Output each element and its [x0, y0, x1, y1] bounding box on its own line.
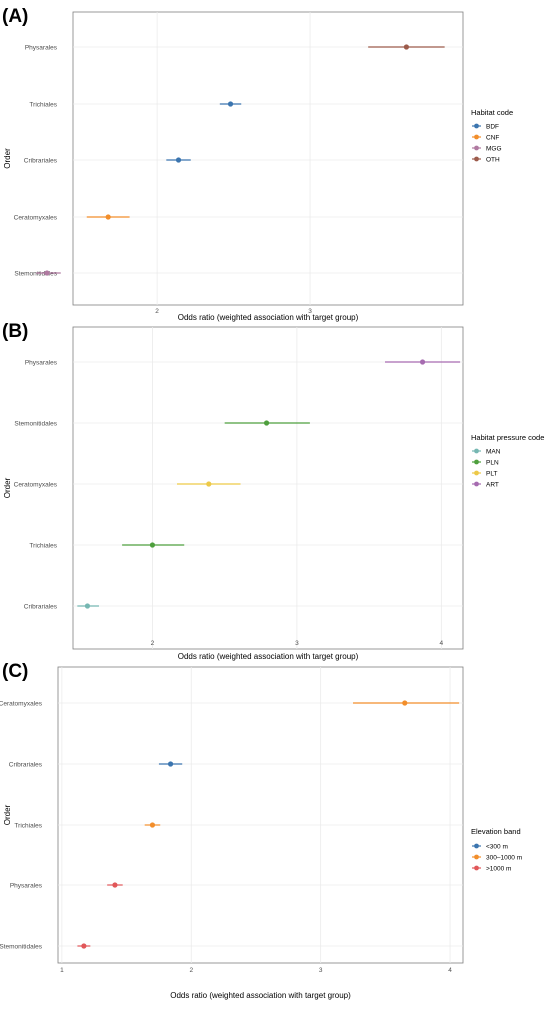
y-tick-label: Cribrariales [24, 157, 58, 164]
legend-label: MGG [486, 145, 502, 152]
y-tick-label: Stemonitidales [14, 420, 57, 427]
legend-key-point [474, 481, 479, 487]
x-axis-title: Odds ratio (weighted association with ta… [170, 991, 351, 1000]
y-tick-label: Physarales [25, 44, 58, 51]
x-tick-label: 4 [448, 967, 452, 974]
legend-key-point [474, 123, 479, 129]
point-estimate [403, 44, 410, 50]
x-tick-label: 2 [189, 967, 193, 974]
point-estimate [402, 700, 408, 706]
point-estimate [419, 359, 426, 365]
x-tick-label: 1 [60, 967, 64, 974]
legend-label: ART [486, 481, 499, 488]
y-tick-label: Ceratomyxales [0, 700, 43, 707]
y-axis-title: Order [3, 148, 12, 169]
legend-label: >1000 m [486, 865, 511, 872]
legend-label: 300–1000 m [486, 854, 522, 861]
point-estimate [149, 542, 156, 548]
plot-area [57, 666, 464, 964]
panel-c: (C) 1 2 3 4 Ceratomyxales Cribrariales Trichial… [0, 661, 522, 1000]
plot-area [72, 11, 464, 306]
y-tick-label: Physarales [25, 359, 58, 366]
panel-b: (B) 2 3 4 Physarales Stemonitidales Ceratomyxa… [2, 321, 544, 661]
y-tick-label: Physarales [10, 882, 43, 889]
x-axis-title: Odds ratio (weighted association with ta… [178, 652, 359, 661]
x-tick-label: 4 [440, 640, 444, 647]
legend: Habitat pressure code MAN PLN PLT ART [471, 433, 544, 488]
x-tick-label: 3 [308, 308, 312, 315]
y-tick-label: Trichiales [29, 101, 57, 108]
panel-label: (C) [2, 661, 28, 682]
y-tick-label: Cribrariales [9, 761, 43, 768]
legend: Elevation band <300 m 300–1000 m >1000 m [471, 827, 522, 872]
point-estimate [167, 761, 174, 767]
point-estimate [84, 603, 91, 609]
panel-a: (A) 2 3 Physarales Trichiales Cribrariales Cer… [2, 6, 513, 322]
y-axis-title: Order [3, 804, 12, 825]
panel-label: (B) [2, 321, 28, 342]
point-estimate [206, 481, 212, 487]
y-tick-label: Stemonitidales [0, 943, 43, 950]
legend-key-point [474, 134, 479, 140]
y-tick-label: Trichiales [14, 822, 42, 829]
legend-label: CNF [486, 134, 499, 141]
plot-area [72, 326, 464, 650]
y-axis-title: Order [3, 477, 12, 498]
point-estimate [227, 101, 234, 107]
point-estimate [105, 214, 111, 220]
legend-title: Elevation band [471, 827, 521, 836]
x-tick-label: 3 [295, 640, 299, 647]
x-axis-title: Odds ratio (weighted association with ta… [178, 313, 359, 322]
panel-label: (A) [2, 6, 28, 27]
x-tick-label: 2 [155, 308, 159, 315]
legend-key-point [474, 156, 479, 162]
point-estimate [44, 270, 50, 276]
y-tick-label: Trichiales [29, 542, 57, 549]
legend-label: MAN [486, 448, 501, 455]
point-estimate [149, 822, 156, 828]
legend-key-point [474, 865, 479, 871]
legend-title: Habitat code [471, 108, 513, 117]
legend: Habitat code BDF CNF MGG OTH [471, 108, 513, 163]
y-tick-label: Ceratomyxales [14, 481, 58, 488]
y-tick-label: Cribrariales [24, 603, 58, 610]
legend-key-point [474, 459, 479, 465]
x-tick-label: 3 [319, 967, 323, 974]
legend-label: BDF [486, 123, 499, 130]
legend-label: PLN [486, 459, 499, 466]
y-tick-label: Stemonitidales [14, 270, 57, 277]
legend-key-point [474, 448, 479, 454]
point-estimate [175, 157, 182, 163]
legend-label: <300 m [486, 843, 508, 850]
legend-label: OTH [486, 156, 500, 163]
legend-key-point [474, 843, 479, 849]
y-tick-label: Ceratomyxales [14, 214, 58, 221]
point-estimate [81, 943, 87, 949]
point-estimate [112, 882, 118, 888]
legend-key-point [474, 854, 479, 860]
point-estimate [263, 420, 270, 426]
legend-key-point [474, 470, 479, 476]
legend-title: Habitat pressure code [471, 433, 544, 442]
x-tick-label: 2 [151, 640, 155, 647]
legend-label: PLT [486, 470, 497, 477]
legend-key-point [474, 145, 479, 151]
